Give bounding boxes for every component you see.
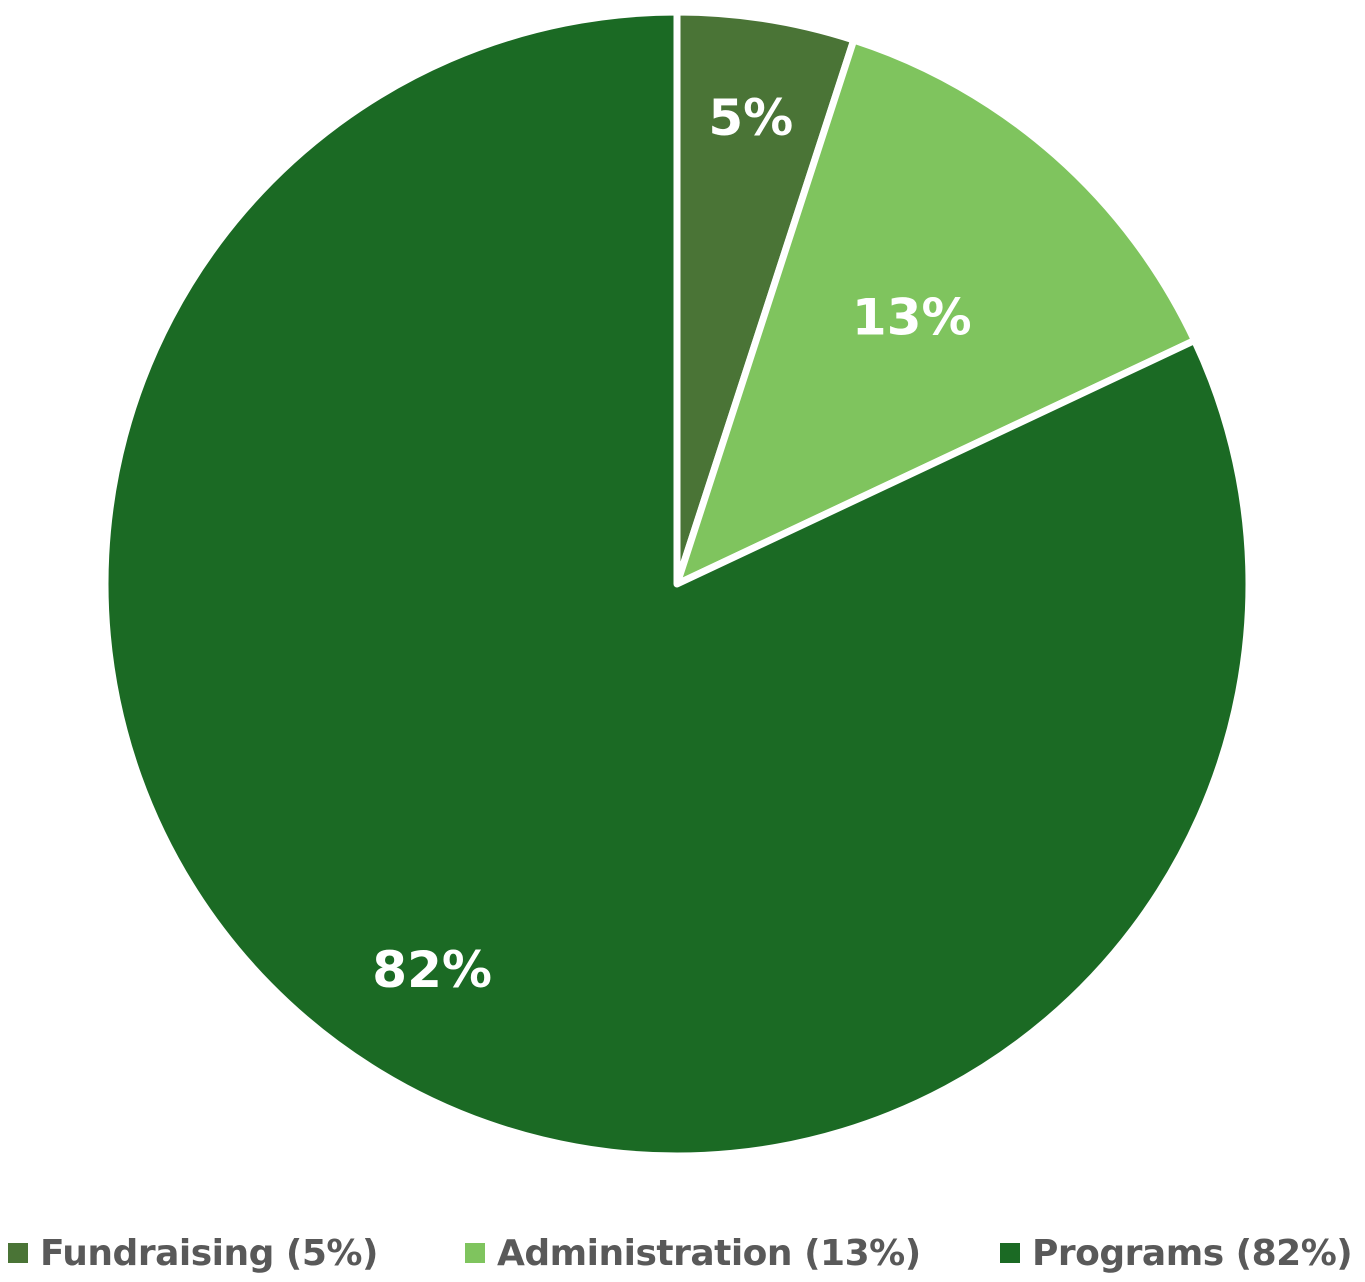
legend-swatch-programs (1000, 1243, 1020, 1263)
legend-label-programs: Programs (82%) (1032, 1232, 1353, 1274)
legend-swatch-fundraising (8, 1243, 28, 1263)
pie-slice-administration (673, 36, 1199, 588)
legend-label-fundraising: Fundraising (5%) (40, 1232, 378, 1274)
legend-item-programs: Programs (82%) (1000, 1228, 1353, 1278)
pie-slices (101, 8, 1253, 1160)
data-label-fundraising: 5% (708, 89, 793, 147)
data-label-programs: 82% (372, 941, 492, 999)
pie-data-labels: 5% 13% 82% (372, 89, 971, 999)
pie-slice-programs (101, 8, 1253, 1160)
legend-swatch-administration (465, 1243, 485, 1263)
legend-item-fundraising: Fundraising (5%) (8, 1228, 378, 1278)
data-label-administration: 13% (852, 289, 972, 347)
legend-item-administration: Administration (13%) (465, 1228, 921, 1278)
chart-legend: Fundraising (5%) Administration (13%) Pr… (0, 1228, 1365, 1278)
legend-label-administration: Administration (13%) (497, 1232, 921, 1274)
